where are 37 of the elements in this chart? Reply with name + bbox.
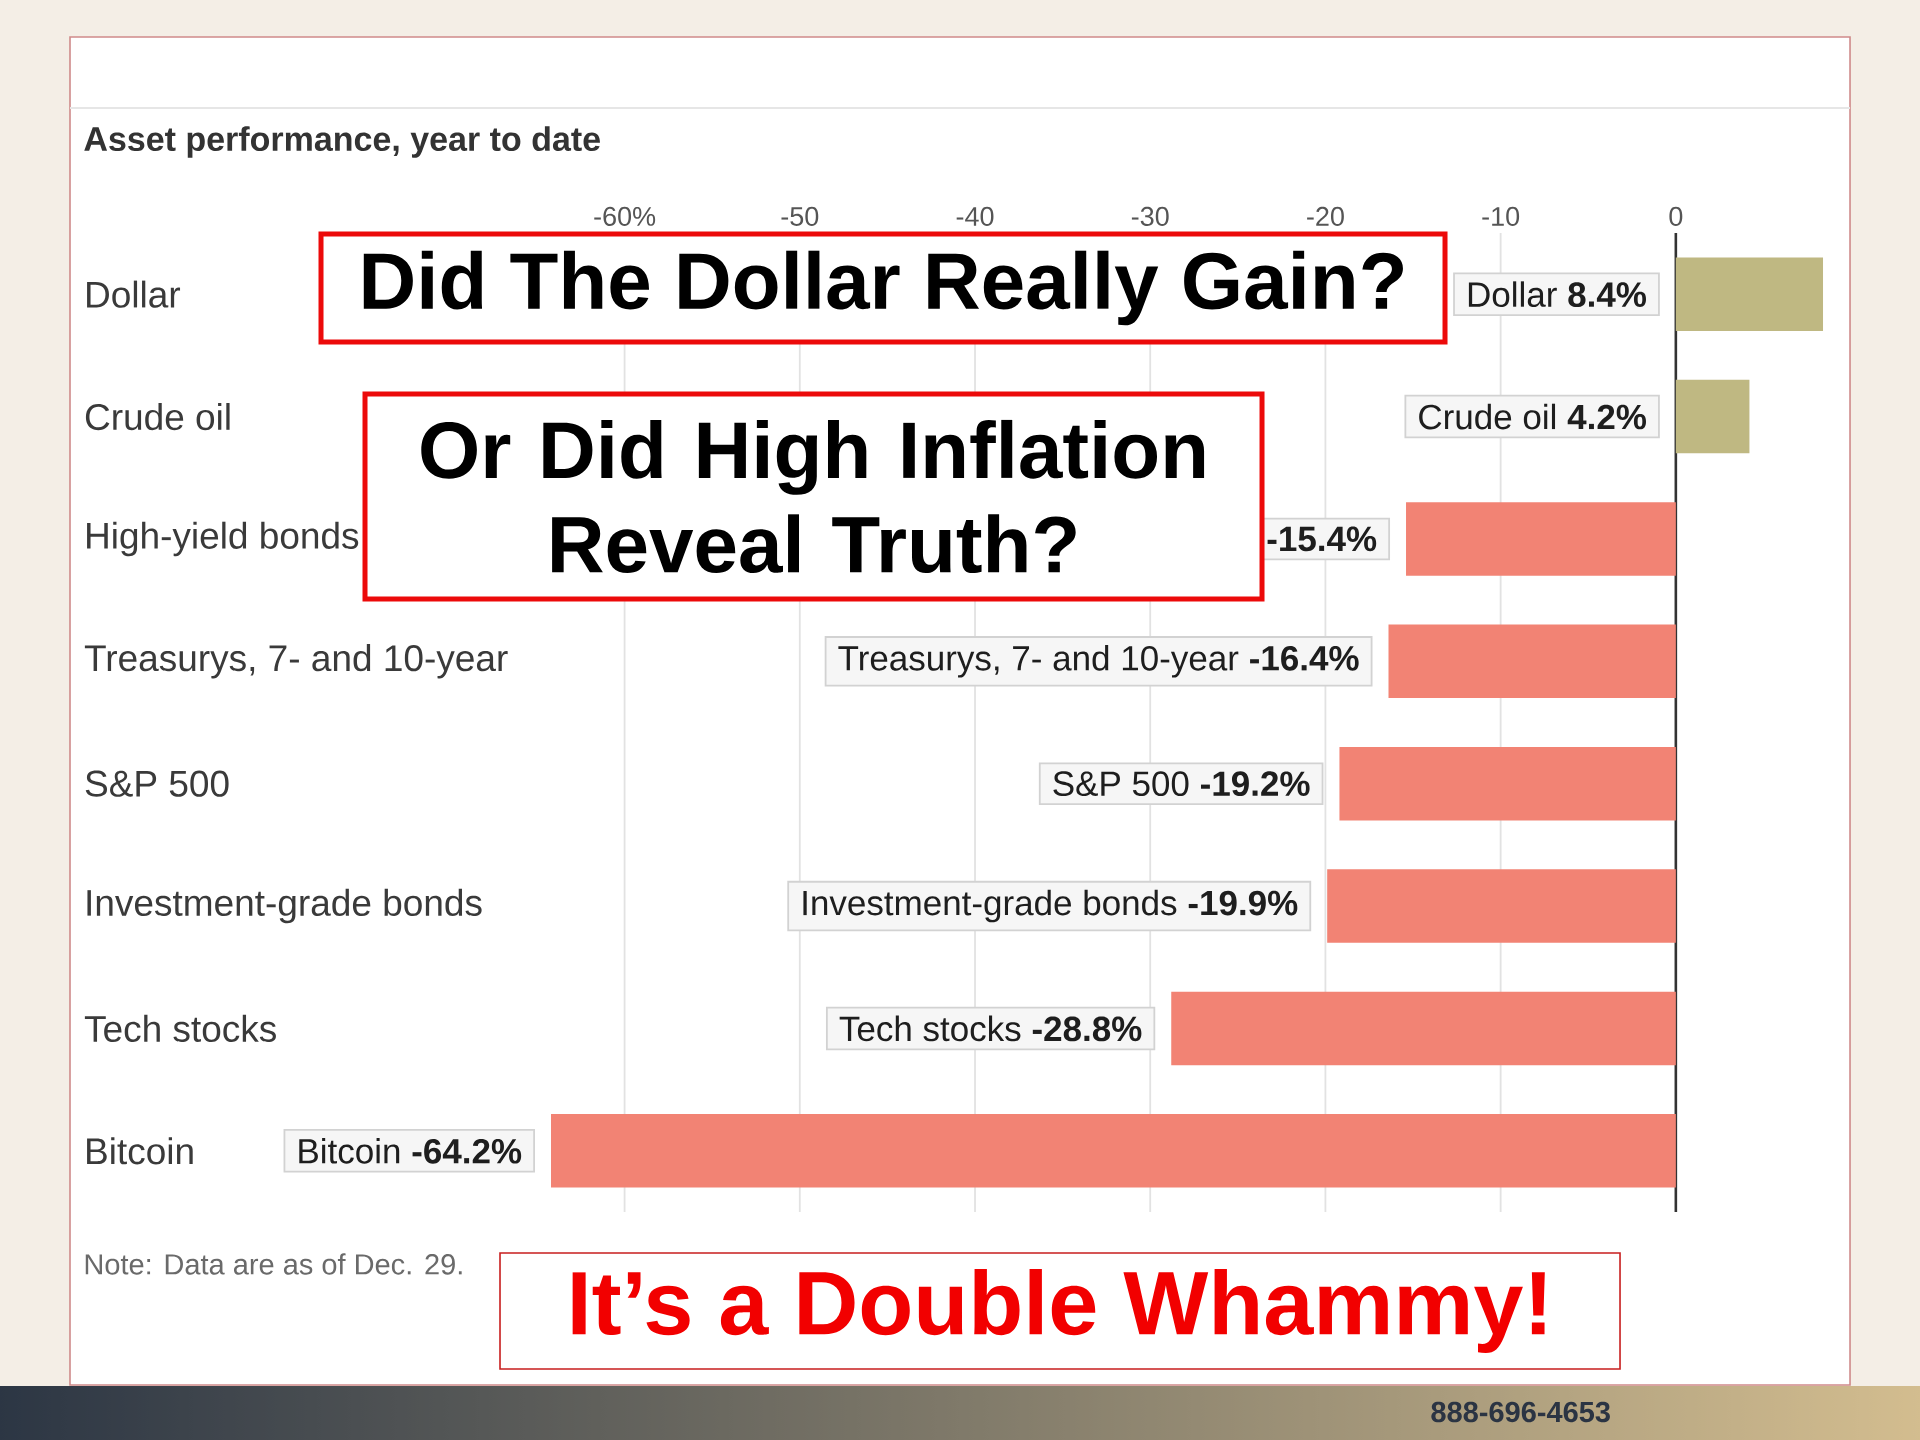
data-label: -15.4% xyxy=(1267,526,1377,552)
text: It’s a Double Whammy! xyxy=(572,1269,1545,1353)
data-label: Crude oil 4.2% xyxy=(1419,403,1646,430)
bar xyxy=(1388,624,1676,699)
text: 888-696-4653 xyxy=(1431,1401,1610,1423)
bar xyxy=(1675,379,1750,454)
data-label: S&P 500 -19.2% xyxy=(1053,771,1310,797)
bar xyxy=(1171,991,1676,1066)
data-label: Tech stocks -28.8% xyxy=(839,1015,1142,1042)
data-label: Investment-grade bonds -19.9% xyxy=(803,889,1298,923)
annotation: Or Did High Inflation Reveal Truth? xyxy=(421,419,1205,574)
x-tick-label: -50 xyxy=(781,206,819,226)
bar xyxy=(1339,746,1676,821)
bar xyxy=(551,1114,1676,1188)
y-tick-label: Crude oil xyxy=(85,402,230,431)
y-tick-label: Investment-grade bonds xyxy=(87,888,482,924)
y-tick-label: S&P 500 xyxy=(85,770,229,797)
x-tick-label: -40 xyxy=(956,206,994,226)
x-tick-label: 0 xyxy=(1669,206,1683,226)
annotation: Did The Dollar Really Gain? xyxy=(363,250,1403,326)
x-tick-label: -20 xyxy=(1307,206,1344,226)
x-tick-label: -60% xyxy=(594,206,656,226)
y-tick-label: Dollar xyxy=(87,280,181,308)
data-label: Bitcoin -64.2% xyxy=(299,1137,522,1164)
y-tick-label: High-yield bonds xyxy=(87,521,359,557)
y-tick-label: Treasurys, 7- and 10-year xyxy=(84,644,508,679)
data-label: Treasurys, 7- and 10-year -16.4% xyxy=(838,644,1359,678)
bar xyxy=(1406,502,1676,576)
bar xyxy=(1327,869,1676,943)
y-tick-label: Bitcoin xyxy=(87,1137,193,1165)
text: Note: Data are as of Dec. 29. xyxy=(85,1253,462,1275)
data-label: Dollar 8.4% xyxy=(1468,281,1646,308)
x-tick-label: -30 xyxy=(1131,206,1169,226)
chart-title: Asset performance, year to date xyxy=(84,126,600,158)
y-tick-label: Tech stocks xyxy=(84,1014,276,1043)
x-tick-label: -10 xyxy=(1482,206,1520,226)
bar xyxy=(1675,257,1824,331)
